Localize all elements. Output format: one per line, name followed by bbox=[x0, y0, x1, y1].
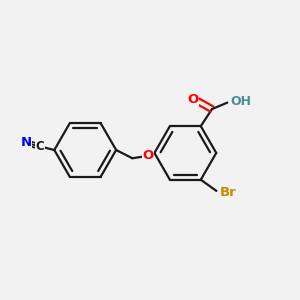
Text: O: O bbox=[187, 93, 199, 106]
Text: O: O bbox=[142, 148, 154, 161]
Text: C: C bbox=[36, 140, 44, 153]
Text: N: N bbox=[20, 136, 32, 149]
Text: OH: OH bbox=[231, 94, 252, 108]
Text: Br: Br bbox=[219, 186, 236, 199]
